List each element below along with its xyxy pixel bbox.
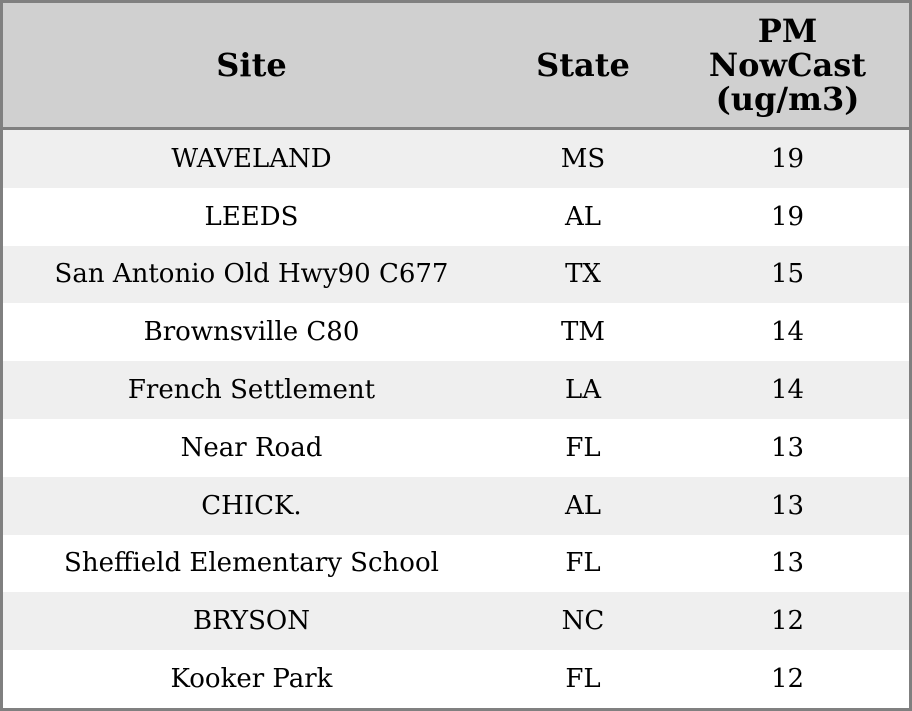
- header-cell: Site: [3, 48, 500, 82]
- table-cell-text: FL: [565, 664, 601, 695]
- table-cell: 14: [666, 375, 909, 405]
- table-cell: FL: [500, 548, 666, 578]
- table-cell-text: LEEDS: [204, 201, 299, 232]
- table-row: Sheffield Elementary School FL 13: [3, 535, 909, 593]
- table-cell: 12: [666, 664, 909, 694]
- table-cell: 15: [666, 259, 909, 289]
- table-cell-text: 19: [770, 201, 805, 232]
- table-cell-text: 13: [770, 432, 805, 463]
- header-cell: State: [500, 48, 666, 82]
- table-cell: MS: [500, 144, 666, 174]
- table-cell-text: 14: [770, 375, 805, 406]
- table-row: San Antonio Old Hwy90 C677 TX 15: [3, 245, 909, 304]
- table-cell-text: TM: [561, 317, 605, 348]
- header-cell-text: State: [536, 46, 630, 84]
- table-cell-text: LA: [564, 375, 602, 406]
- table-cell: 12: [666, 606, 909, 636]
- table-cell: WAVELAND: [3, 144, 500, 174]
- table-cell: Near Road: [3, 433, 500, 463]
- table-cell-text: Kooker Park: [170, 664, 333, 695]
- table-cell-text: NC: [561, 606, 605, 637]
- table-cell: 13: [666, 433, 909, 463]
- table-row: Near Road FL 13: [3, 419, 909, 477]
- table-cell-text: 14: [770, 317, 805, 348]
- table-cell: San Antonio Old Hwy90 C677: [3, 259, 500, 289]
- table-row: WAVELAND MS 19: [3, 130, 909, 188]
- table-cell: 19: [666, 144, 909, 174]
- table-cell: TM: [500, 317, 666, 347]
- table-cell: FL: [500, 664, 666, 694]
- table-cell-text: FL: [565, 548, 601, 579]
- table-cell: Kooker Park: [3, 664, 500, 694]
- table-cell: 13: [666, 548, 909, 578]
- table-cell-text: AL: [564, 201, 602, 232]
- table-row: Brownsville C80 TM 14: [3, 303, 909, 361]
- table-cell-text: Sheffield Elementary School: [64, 548, 439, 579]
- table-cell: AL: [500, 202, 666, 232]
- table-cell-text: Near Road: [180, 432, 323, 463]
- table-cell: TX: [500, 259, 666, 289]
- table-row: French Settlement LA 14: [3, 361, 909, 419]
- table-cell-text: CHICK.: [201, 490, 302, 521]
- table-cell: Brownsville C80: [3, 317, 500, 347]
- table-cell-text: WAVELAND: [171, 143, 332, 174]
- header-cell: PM NowCast (ug/m3): [666, 14, 909, 116]
- table-cell: 14: [666, 317, 909, 347]
- table-cell: LEEDS: [3, 202, 500, 232]
- table-cell-text: 12: [770, 606, 805, 637]
- table-cell-text: BRYSON: [193, 606, 310, 637]
- table-cell: LA: [500, 375, 666, 405]
- table-row: LEEDS AL 19: [3, 188, 909, 246]
- table-cell-text: TX: [565, 259, 601, 290]
- header-cell-text: PM NowCast (ug/m3): [708, 12, 867, 118]
- table-cell-text: FL: [565, 432, 601, 463]
- table-cell: 13: [666, 491, 909, 521]
- table-cell: FL: [500, 433, 666, 463]
- table-cell-text: AL: [564, 490, 602, 521]
- table-cell-text: MS: [560, 143, 606, 174]
- table-cell: French Settlement: [3, 375, 500, 405]
- table-cell-text: San Antonio Old Hwy90 C677: [54, 259, 449, 290]
- header-row: Site State PM NowCast (ug/m3): [3, 3, 909, 130]
- table-cell: BRYSON: [3, 606, 500, 636]
- table-cell: NC: [500, 606, 666, 636]
- table-row: CHICK. AL 13: [3, 476, 909, 535]
- table-cell-text: 15: [770, 259, 805, 290]
- table-cell-text: Brownsville C80: [143, 317, 360, 348]
- table-cell-text: 13: [770, 490, 805, 521]
- table-cell-text: 12: [770, 664, 805, 695]
- header-cell-text: Site: [216, 46, 287, 84]
- table-cell-text: 13: [770, 548, 805, 579]
- table-cell: Sheffield Elementary School: [3, 548, 500, 578]
- table-row: BRYSON NC 12: [3, 592, 909, 651]
- table-cell: CHICK.: [3, 491, 500, 521]
- table-cell: AL: [500, 491, 666, 521]
- table-row: Kooker Park FL 12: [3, 650, 909, 708]
- table-cell-text: 19: [770, 143, 805, 174]
- table-cell: 19: [666, 202, 909, 232]
- table-cell-text: French Settlement: [127, 375, 376, 406]
